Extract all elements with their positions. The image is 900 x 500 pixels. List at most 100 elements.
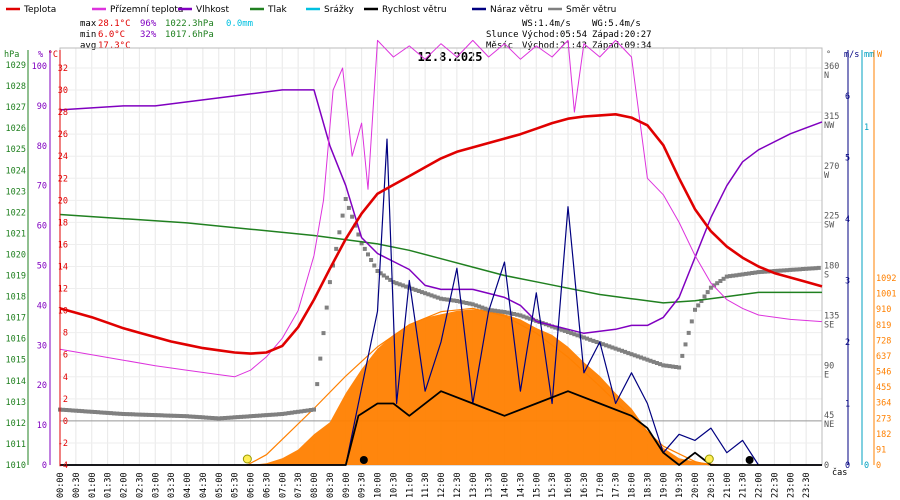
axis-hpa-tick: 1023 (6, 187, 26, 197)
stats-label: min (80, 30, 96, 40)
dir-point (216, 416, 221, 421)
chart-date: 12.8.2025 (417, 50, 482, 64)
axis-dir-compass: SW (824, 221, 835, 231)
dir-point (454, 299, 459, 303)
dir-point (134, 412, 139, 417)
x-tick: 18:00 (628, 472, 638, 498)
stats-press: 1022.3hPa (165, 19, 214, 29)
series-gust (60, 138, 822, 466)
dir-point (499, 309, 504, 314)
sun-moon-info: WS:1.4m/s WG:5.4m/s Slunce Východ:05:54 Zápa… (486, 19, 652, 51)
dir-point (99, 410, 104, 415)
axis-w-tick: 273 (876, 414, 891, 424)
axis-temp-tick: 18 (58, 218, 68, 228)
axis-pct-tick: 90 (37, 102, 47, 112)
dir-point (150, 413, 155, 417)
dir-point (432, 294, 437, 299)
axis-temp-tick: 8 (63, 329, 68, 339)
x-tick: 10:00 (374, 472, 384, 498)
dir-point (591, 338, 596, 343)
dir-point (273, 412, 278, 417)
info-sun-label: Slunce (486, 30, 519, 40)
dir-point (693, 307, 697, 312)
info-moonrise: Východ:21:43 (522, 41, 587, 51)
dir-point (753, 270, 758, 275)
axis-ms-tick: 2 (845, 338, 850, 348)
dir-point (169, 413, 174, 418)
dir-point (489, 308, 494, 313)
x-tick: 21:00 (723, 472, 733, 498)
dir-point (439, 296, 443, 301)
dir-point (369, 258, 374, 262)
x-tick: 01:30 (104, 472, 114, 498)
x-tick: 18:30 (643, 472, 653, 498)
dir-point (756, 270, 761, 275)
dir-point (781, 268, 786, 273)
x-tick: 16:30 (580, 472, 590, 498)
dir-point (312, 407, 316, 412)
dir-point (435, 295, 440, 300)
dir-point (372, 263, 377, 268)
dir-point (204, 415, 208, 420)
dir-point (810, 266, 815, 271)
dir-point (648, 358, 653, 363)
x-tick: 10:30 (389, 472, 399, 498)
x-tick: 02:30 (135, 472, 145, 498)
dir-point (286, 411, 291, 416)
axis-temp-tick: 16 (58, 240, 68, 250)
axis-dir-compass: NE (824, 420, 834, 430)
axis-temp-tick: -2 (58, 439, 68, 449)
dir-point (327, 280, 332, 285)
stats-hum: 32% (140, 30, 157, 40)
dir-point (724, 274, 729, 279)
axis-temp-tick: 0 (63, 417, 68, 427)
dir-point (689, 319, 694, 324)
dir-point (80, 409, 85, 414)
dir-point (258, 413, 262, 418)
axis-dir-tick: 90 (824, 361, 834, 371)
dir-point (318, 356, 323, 361)
dir-point (581, 335, 586, 340)
x-tick: 12:30 (453, 472, 463, 498)
axis-dir-tick: 135 (824, 311, 839, 321)
dir-point (251, 414, 256, 418)
axis-hpa-unit: hPa (4, 50, 19, 60)
axis-pct-tick: 0 (42, 461, 47, 471)
dir-point (731, 273, 736, 278)
info-ws: WS:1.4m/s (522, 19, 571, 29)
dir-point (797, 267, 802, 272)
legend-label-press: Tlak (267, 5, 288, 15)
x-tick: 08:30 (326, 472, 336, 498)
dir-point (493, 308, 497, 313)
dir-point (356, 232, 361, 237)
axis-temp-tick: 20 (58, 196, 68, 206)
dir-point (296, 409, 301, 414)
x-tick: 16:00 (564, 472, 574, 498)
dir-point (816, 265, 821, 270)
dir-point (64, 408, 69, 412)
x-tick: 23:30 (802, 472, 812, 498)
axis-mm-tick: 1 (864, 123, 869, 133)
dir-point (112, 411, 116, 416)
axis-temp-tick: 4 (63, 373, 68, 383)
series-pressure (59, 213, 822, 304)
x-axis-label: čas (832, 467, 847, 478)
dir-point (267, 412, 272, 417)
axis-temp-tick: 12 (58, 285, 68, 295)
dir-point (188, 414, 193, 419)
dir-point (620, 348, 624, 353)
x-tick: 07:00 (278, 472, 288, 498)
dir-point (407, 285, 412, 290)
dir-point (674, 365, 678, 369)
dir-point (127, 412, 132, 417)
dir-point (642, 356, 647, 361)
dir-point (159, 413, 164, 418)
dir-point (143, 412, 148, 417)
dir-point (559, 327, 564, 332)
dir-point (226, 415, 231, 420)
axis-temp-tick: 2 (63, 395, 68, 405)
dir-point (321, 331, 326, 336)
dir-point (102, 410, 107, 415)
axis-w-tick: 182 (876, 430, 891, 440)
dir-point (86, 409, 91, 414)
